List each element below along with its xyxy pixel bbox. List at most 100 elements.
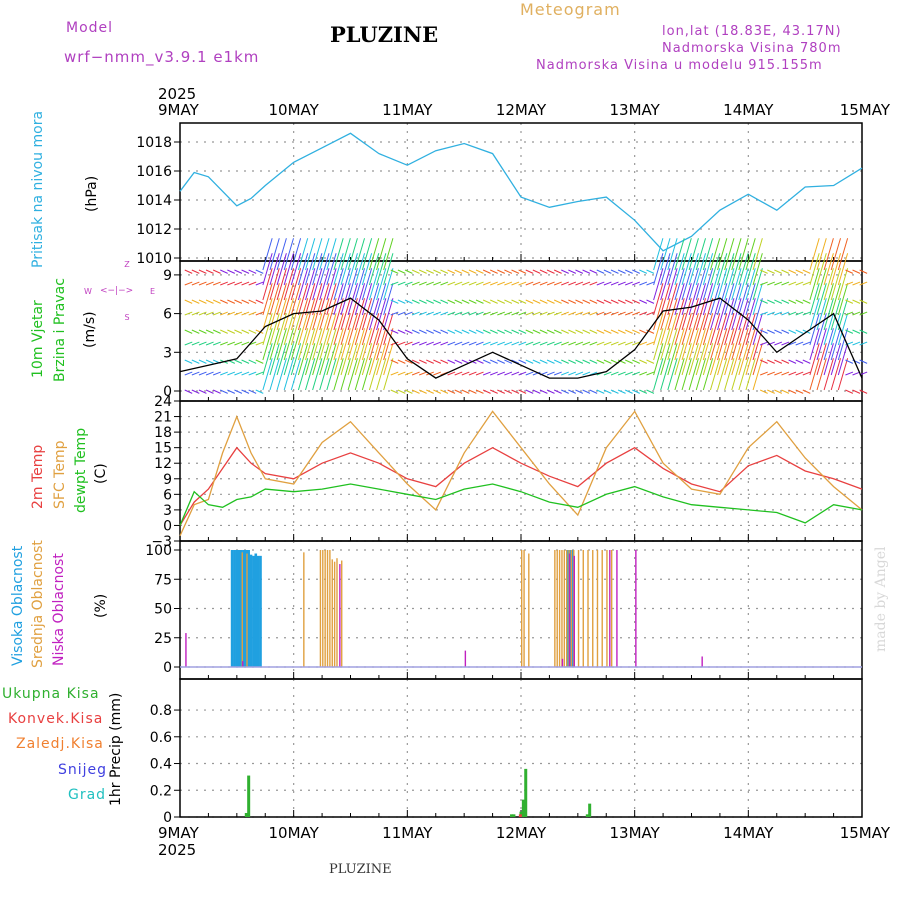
wind-barb	[639, 281, 648, 286]
wind-barb	[546, 341, 555, 346]
wind-barb	[482, 311, 491, 316]
wind-barb	[702, 238, 714, 271]
wind-barb	[781, 281, 790, 286]
wind-barb	[426, 281, 434, 286]
precip-panel-frame	[179, 678, 863, 818]
wind-barb	[347, 358, 358, 391]
wind-barb	[738, 253, 749, 286]
wind-barb	[653, 328, 664, 361]
wind-barb	[411, 329, 420, 334]
wind-barb	[354, 238, 366, 271]
wind-barb	[447, 299, 456, 304]
wind-barb	[191, 311, 200, 316]
wind-barb	[418, 281, 427, 286]
wind-barb	[596, 389, 605, 394]
wind-barb	[603, 281, 612, 286]
wind-barb	[461, 389, 470, 394]
wind-barb	[241, 359, 250, 364]
wind-barb	[667, 358, 678, 391]
wind-barb	[205, 359, 214, 364]
cloud-high-bar	[242, 550, 246, 667]
wind-barb	[269, 283, 280, 316]
wind-barb	[624, 269, 633, 274]
legend-freezing-rain: Zaledj.Kisa	[16, 736, 104, 752]
wind-barb	[582, 311, 591, 316]
wind-barb	[610, 371, 619, 376]
wind-barb	[653, 298, 664, 331]
wind-barb	[490, 311, 498, 316]
wind-barb	[248, 389, 257, 394]
wind-barb	[404, 269, 413, 274]
wind-barb	[475, 389, 484, 394]
wind-barb	[411, 281, 420, 286]
cloud-low-bar	[242, 661, 244, 667]
wind-barb	[837, 268, 849, 301]
wind-barb	[553, 371, 562, 376]
wind-barb	[241, 281, 250, 286]
wind-barb	[297, 298, 309, 331]
cloud-mid-bar	[528, 553, 530, 667]
wind-barb	[752, 283, 763, 316]
wind-barb	[297, 313, 309, 346]
wind-barb	[184, 371, 193, 376]
wind-barb	[759, 329, 768, 334]
cloud-y-tick-label: 25	[154, 631, 172, 647]
wind-barb	[681, 268, 692, 301]
wind-barb	[695, 328, 707, 361]
wind-barb	[816, 328, 827, 361]
wind-barb	[532, 311, 541, 316]
wind-barb	[433, 299, 442, 304]
wind-barb	[667, 253, 678, 286]
wind-barb	[575, 299, 584, 304]
wind-barb	[397, 359, 406, 364]
wind-barb	[440, 299, 449, 304]
wind-barb	[468, 371, 477, 376]
wind-barb	[582, 299, 591, 304]
wind-barb	[681, 298, 692, 331]
wind-barb	[646, 359, 655, 364]
wind-barb	[702, 268, 714, 301]
wind-barb	[312, 298, 323, 331]
wind-barbs-group	[184, 238, 868, 394]
wind-barb	[809, 328, 820, 361]
wind-barb	[859, 389, 868, 394]
wind-barb	[724, 328, 735, 361]
compass-z: Z	[124, 260, 130, 269]
wind-barb	[312, 328, 323, 361]
wind-barb	[447, 281, 456, 286]
wind-barb	[241, 371, 250, 376]
legend-snow: Snijeg	[58, 762, 108, 778]
wind-barb	[297, 238, 309, 271]
wind-barb	[532, 281, 541, 286]
wind-barb	[646, 371, 655, 376]
wind-barb	[823, 283, 834, 316]
wind-barb	[539, 281, 548, 286]
cloud-mid-bar	[570, 550, 573, 667]
wind-barb	[376, 283, 387, 316]
wind-barb	[333, 343, 344, 376]
cloud-mid-bar	[303, 552, 305, 667]
wind-barb	[418, 269, 427, 274]
wind-barb	[340, 343, 351, 376]
wind-barb	[653, 253, 664, 286]
wind-barb	[248, 269, 257, 274]
wind-barb	[404, 311, 413, 316]
wind-barb	[532, 269, 541, 274]
wind-barb	[482, 371, 491, 376]
wind-barb	[816, 268, 827, 301]
wind-barb	[561, 371, 569, 376]
wind-barb	[333, 268, 344, 301]
wind-barb	[418, 359, 427, 364]
top-day-label: 11MAY	[382, 101, 433, 119]
wind-barb	[504, 299, 513, 304]
wind-barb	[738, 268, 749, 301]
wind-barb	[283, 268, 294, 301]
wind-barb	[546, 311, 555, 316]
wind-barb	[774, 359, 783, 364]
wind-barb	[582, 329, 591, 334]
wind-barb	[383, 283, 394, 316]
wind-barb	[205, 389, 214, 394]
wind-barb	[752, 238, 763, 271]
wind-barb	[610, 341, 619, 346]
wind-barb	[212, 299, 221, 304]
